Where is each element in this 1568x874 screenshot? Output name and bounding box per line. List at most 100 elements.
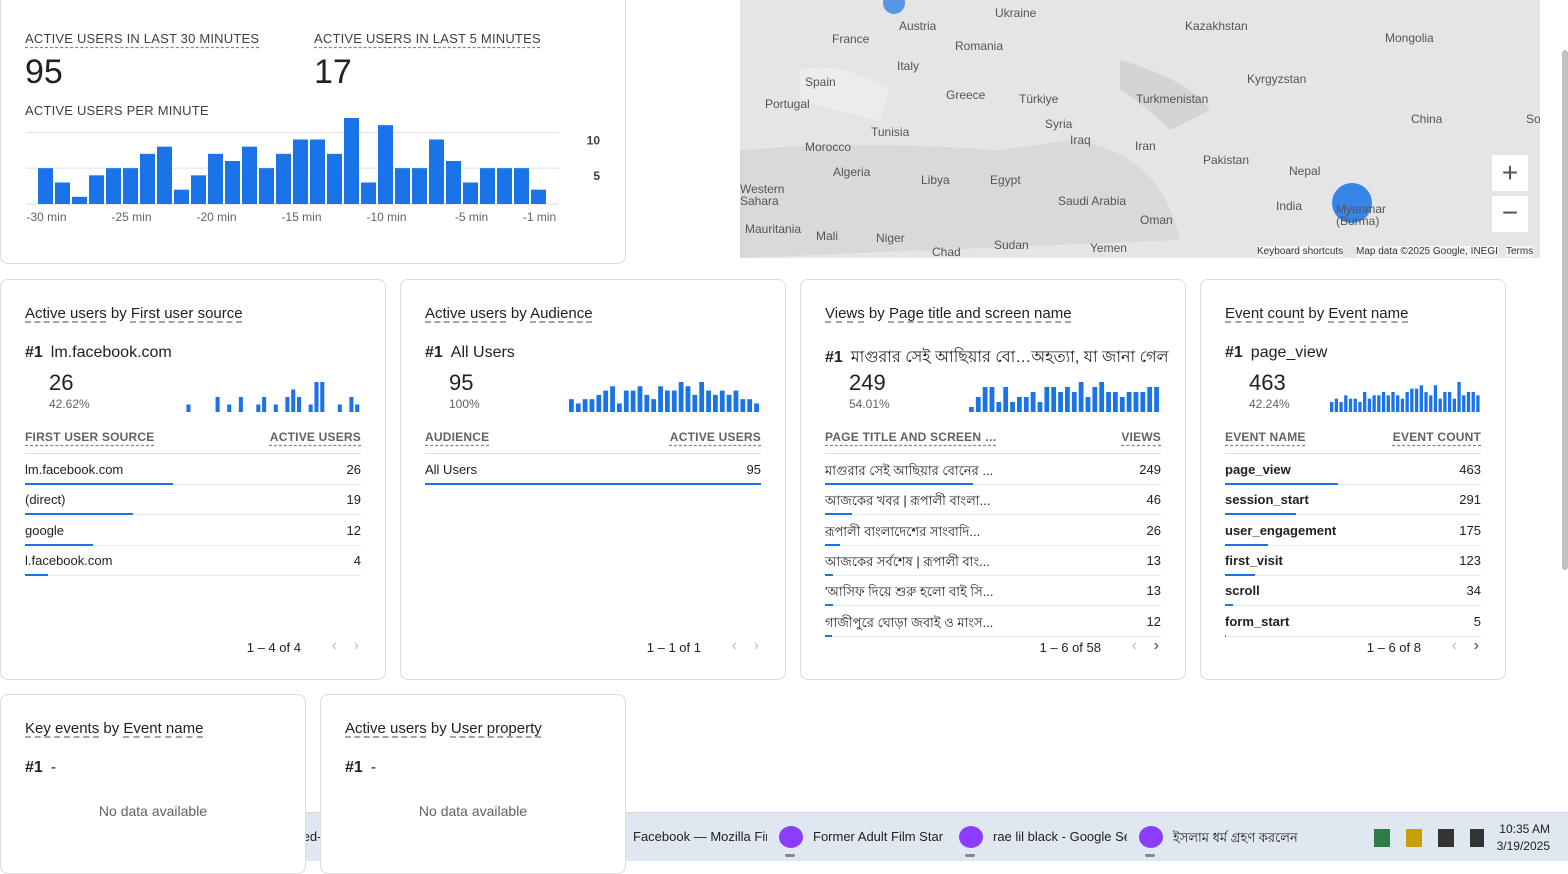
table-row[interactable]: 'আসিফ দিয়ে শুরু হলো বাই সি... 13 (825, 575, 1161, 607)
map-label: Western Sahara (740, 182, 785, 208)
scrollbar[interactable] (1562, 50, 1568, 570)
table-row[interactable]: form_start 5 (1225, 606, 1481, 637)
bar (123, 168, 138, 204)
table-row[interactable]: first_visit 123 (1225, 545, 1481, 576)
spark-bar (685, 386, 691, 412)
map-label: Mauritania (745, 222, 802, 236)
table-row[interactable]: user_engagement 175 (1225, 515, 1481, 546)
bar (208, 153, 223, 204)
table-row[interactable]: page_view 463 (1225, 454, 1481, 485)
row-value: 4 (353, 552, 361, 568)
map-label: Niger (876, 231, 905, 245)
metric[interactable]: Event count (1225, 305, 1305, 322)
zoom-out[interactable]: − (1492, 196, 1528, 232)
map-footer[interactable]: Keyboard shortcuts (1257, 246, 1344, 257)
map-label: Myanmar (Burma) (1336, 202, 1387, 228)
tray-icons[interactable] (1374, 829, 1484, 847)
spark-bar (1429, 395, 1433, 412)
metric[interactable]: Active users (345, 720, 427, 737)
bar (89, 175, 104, 204)
dimension[interactable]: Event name (1328, 305, 1409, 322)
prev-page[interactable]: ‹ (1451, 637, 1457, 654)
bar (140, 153, 155, 204)
map-label: India (1276, 199, 1303, 213)
spark-bar (1476, 395, 1480, 412)
table-row[interactable]: (direct) 19 (25, 484, 361, 516)
taskbar-app[interactable]: Former Adult Film Star F (777, 817, 947, 857)
table-row[interactable]: আজকের খবর | রূপালী বাংলা... 46 (825, 484, 1161, 516)
dimension[interactable]: First user source (130, 305, 243, 322)
spark-bar (1092, 387, 1098, 412)
by: by (868, 305, 885, 322)
rank: #1 (425, 344, 443, 361)
prev-page[interactable]: ‹ (1131, 637, 1137, 654)
next-page[interactable]: › (1473, 637, 1479, 654)
spark-bar (273, 404, 278, 412)
next-page[interactable]: › (353, 637, 359, 654)
spark-bar (1106, 392, 1111, 412)
row-label: 'আসিফ দিয়ে শুরু হলো বাই সি... (825, 584, 994, 600)
bar (55, 182, 70, 204)
metric[interactable]: Views (825, 305, 865, 322)
y-tick-label: 10 (587, 133, 601, 147)
table-row[interactable]: মাগুরার সেই আছিয়ার বোনের ... 249 (825, 454, 1161, 485)
table-row[interactable]: lm.facebook.com 26 (25, 454, 361, 485)
metric-value: 95 (25, 53, 63, 91)
dimension[interactable]: User property (450, 720, 542, 737)
row-value: 175 (1459, 522, 1481, 538)
row-label: first_visit (1225, 552, 1283, 568)
table-row[interactable]: session_start 291 (1225, 484, 1481, 516)
chart-title: ACTIVE USERS PER MINUTE (25, 103, 209, 118)
empty-message: No data available (418, 803, 528, 819)
spark-bar (969, 407, 974, 412)
table-row[interactable]: All Users 95 (425, 454, 761, 485)
spark-bar (982, 387, 988, 412)
dimension[interactable]: Audience (530, 305, 593, 322)
map-footer[interactable]: Map data ©2025 Google, INEGI (1356, 246, 1498, 257)
spark-bar (1414, 388, 1419, 412)
table-row[interactable]: রূপালী বাংলাদেশের সাংবাদি... 26 (825, 515, 1161, 546)
table-row[interactable]: গাজীপুরে ঘোড়া জবাই ও মাংস... 12 (825, 606, 1161, 637)
row-value: 46 (1146, 492, 1161, 508)
x-tick-label: -20 min (196, 210, 236, 224)
metric[interactable]: Active users (25, 305, 107, 322)
dimension[interactable]: Event name (123, 720, 204, 737)
taskbar-app[interactable]: rae lil black - Google Se (957, 817, 1127, 857)
spark-bar (623, 390, 629, 412)
table-row[interactable]: l.facebook.com 4 (25, 545, 361, 576)
card: Key events by Event name #1- No data avail… (0, 694, 306, 874)
top-item: #1- (345, 759, 376, 777)
next-page[interactable]: › (753, 637, 759, 654)
spark-bar (582, 399, 588, 412)
prev-page[interactable]: ‹ (731, 637, 737, 654)
dimension[interactable]: Page title and screen name (888, 305, 1072, 322)
label: ACTIVE USERS IN LAST 5 MINUTES (314, 31, 541, 46)
row-label: (direct) (25, 492, 66, 508)
card-title: Active users by User property (345, 720, 542, 737)
spark-bar (349, 397, 354, 412)
prev-page[interactable]: ‹ (331, 637, 337, 654)
sparkline (969, 382, 1159, 412)
x-tick-label: -30 min (26, 210, 66, 224)
row-bar (25, 483, 173, 485)
table-row[interactable]: scroll 34 (1225, 575, 1481, 607)
spark-bar (215, 397, 220, 412)
bar-chart: 5 10 -30 min -25 min -20 min -15 min -10 min -5… (26, 118, 601, 224)
zoom-in[interactable]: + (1492, 155, 1528, 191)
bar (361, 182, 376, 204)
table-row[interactable]: আজকের সর্বশেষ | রূপালী বাং... 13 (825, 545, 1161, 576)
spark-bar (1419, 385, 1423, 412)
map-footer[interactable]: Terms (1506, 246, 1534, 257)
next-page[interactable]: › (1153, 637, 1159, 654)
table-row[interactable]: google 12 (25, 515, 361, 546)
sparkline (186, 382, 360, 412)
rank: #1 (825, 349, 843, 366)
pager: 1 – 6 of 58 (1039, 640, 1101, 655)
metric[interactable]: Active users (425, 305, 507, 322)
spark-bar (706, 390, 711, 412)
spark-bar (1044, 387, 1050, 412)
spark-bar (355, 404, 360, 412)
taskbar-app[interactable]: ইসলাম ধর্ম গ্রহণ করলেন (1137, 817, 1317, 857)
metric[interactable]: Key events (25, 720, 100, 737)
